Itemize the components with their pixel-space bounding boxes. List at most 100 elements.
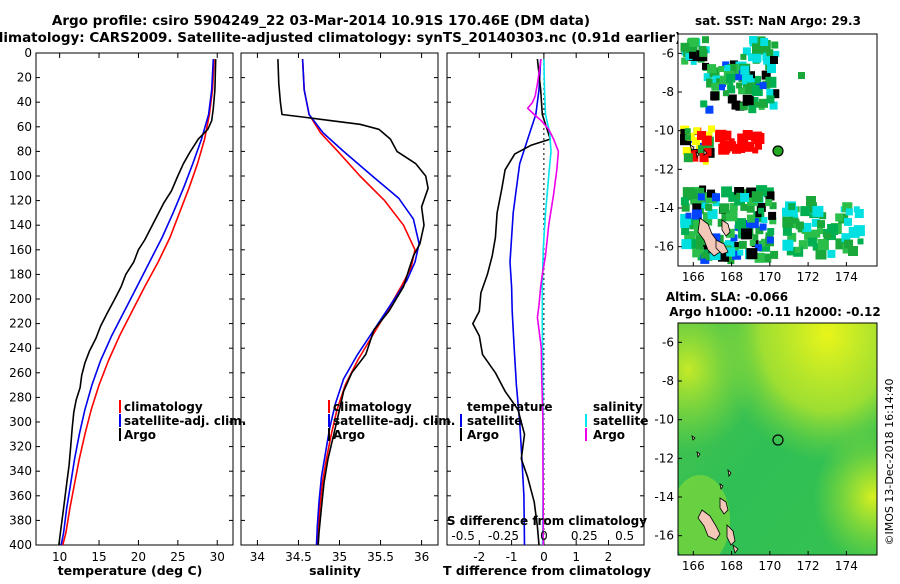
difference-legend: temperature satellite Argo salinity sate… xyxy=(460,400,648,442)
sla-map-title-line1: Altim. SLA: -0.066 xyxy=(666,290,788,304)
x2-tick-label: -0.5 xyxy=(451,529,474,543)
y-tick-label: 140 xyxy=(9,218,32,232)
series-line-climatology xyxy=(301,59,416,545)
legend-label-temp-satellite: satellite xyxy=(467,414,522,428)
difference-series xyxy=(472,58,560,545)
map-y-tick-label: -14 xyxy=(654,490,674,504)
series-line-temperature-satellite xyxy=(509,59,542,545)
y-tick-label: 0 xyxy=(24,46,32,60)
map-x-tick-label: 166 xyxy=(682,270,705,284)
map-x-tick-label: 174 xyxy=(835,559,858,573)
map-x-tick-label: 172 xyxy=(797,270,820,284)
legend-label-climatology: climatology xyxy=(124,400,203,414)
map-y-tick-label: -10 xyxy=(654,124,674,138)
series-line-satellite-adj-clim- xyxy=(60,59,215,545)
y-tick-label: 160 xyxy=(9,243,32,257)
map-y-tick-label: -16 xyxy=(654,240,674,254)
x-tick-label: 20 xyxy=(131,550,146,564)
sst-map-title: sat. SST: NaN Argo: 29.3 xyxy=(695,14,861,28)
legend-label-climatology: climatology xyxy=(333,400,412,414)
difference-xlabel: T difference from climatology xyxy=(443,563,651,578)
x-tick-label: 34 xyxy=(250,550,265,564)
series-line-climatology xyxy=(62,59,215,545)
series-line-argo xyxy=(277,59,429,545)
sst-map-ticks: 166 168 170 172 174 -6 -8 -10 -12 -14 -16 xyxy=(654,46,857,284)
sst-map-image xyxy=(678,34,877,266)
temperature-legend: climatology satellite-adj. clim. Argo xyxy=(119,400,246,442)
salinity-series xyxy=(277,59,429,545)
series-line-argo xyxy=(58,59,217,545)
y-tick-label: 340 xyxy=(9,464,32,478)
legend-label-sal-argo: Argo xyxy=(593,428,625,442)
map-y-tick-label: -12 xyxy=(654,162,674,176)
temperature-panel-frame xyxy=(35,52,234,546)
y-tick-label: 180 xyxy=(9,267,32,281)
y-tick-label: 360 xyxy=(9,489,32,503)
y-tick-label: 60 xyxy=(17,120,32,134)
y-tick-label: 300 xyxy=(9,415,32,429)
x-tick-label: 34.5 xyxy=(285,550,312,564)
y-tick-label: 220 xyxy=(9,317,32,331)
legend-label-satellite: satellite-adj. clim. xyxy=(124,414,246,428)
map-y-tick-label: -14 xyxy=(654,201,674,215)
map-y-tick-label: -6 xyxy=(662,335,674,349)
map-x-tick-label: 168 xyxy=(720,270,743,284)
series-line-temperature-argo xyxy=(472,59,552,545)
x-tick-label: 35 xyxy=(332,550,347,564)
sla-map-image xyxy=(678,323,877,555)
x-tick-label: 15 xyxy=(91,550,106,564)
s-difference-ticks: -0.5 -0.25 0 0.25 0.5 xyxy=(451,529,634,543)
y-tick-label: 200 xyxy=(9,292,32,306)
salinity-axes: 34 34.5 35 35.5 36 xyxy=(241,52,438,564)
x-tick-label: 10 xyxy=(52,550,67,564)
legend-heading-temperature: temperature xyxy=(467,400,552,414)
x2-tick-label: -0.25 xyxy=(488,529,519,543)
legend-label-temp-argo: Argo xyxy=(467,428,499,442)
y-tick-label: 240 xyxy=(9,341,32,355)
map-x-tick-label: 166 xyxy=(682,559,705,573)
map-x-tick-label: 170 xyxy=(758,559,781,573)
argo-location-ring xyxy=(772,434,784,446)
sla-map-title-line2: Argo h1000: -0.11 h2000: -0.12 xyxy=(669,305,880,319)
x-tick-label: 0 xyxy=(540,550,548,564)
map-y-tick-label: -8 xyxy=(662,374,674,388)
y-tick-label: 100 xyxy=(9,169,32,183)
x-tick-label: -2 xyxy=(473,550,485,564)
y-tick-label: 120 xyxy=(9,194,32,208)
map-x-tick-label: 170 xyxy=(758,270,781,284)
figure-title-line1: Argo profile: csiro 5904249_22 03-Mar-20… xyxy=(52,13,590,29)
sla-map-frame xyxy=(677,322,878,556)
x-tick-label: 36 xyxy=(414,550,429,564)
temperature-axes: 10 15 20 25 30020406080100120140160180200220… xyxy=(9,46,233,564)
salinity-xlabel: salinity xyxy=(309,563,361,578)
y-tick-label: 320 xyxy=(9,440,32,454)
y-tick-label: 260 xyxy=(9,366,32,380)
salinity-panel-frame xyxy=(240,52,439,546)
legend-label-sal-satellite: satellite xyxy=(593,414,648,428)
figure-title-line2: Climatology: CARS2009. Satellite-adjuste… xyxy=(0,30,681,46)
map-y-tick-label: -6 xyxy=(662,46,674,60)
map-x-tick-label: 172 xyxy=(797,559,820,573)
map-y-tick-label: -10 xyxy=(654,413,674,427)
y-tick-label: 400 xyxy=(9,538,32,552)
copyright-stamp: ©IMOS 13-Dec-2018 16:14:40 xyxy=(883,379,896,546)
series-line-salinity-argo xyxy=(526,58,560,545)
x-tick-label: 2 xyxy=(605,550,613,564)
map-y-tick-label: -8 xyxy=(662,85,674,99)
argo-location-marker xyxy=(772,145,784,157)
legend-label-argo: Argo xyxy=(124,428,156,442)
map-x-tick-label: 168 xyxy=(720,559,743,573)
y-tick-label: 40 xyxy=(17,95,32,109)
legend-label-argo: Argo xyxy=(333,428,365,442)
legend-label-satellite: satellite-adj. clim. xyxy=(333,414,455,428)
salinity-legend: climatology satellite-adj. clim. Argo xyxy=(328,400,455,442)
difference-x2label: S difference from climatology xyxy=(447,514,647,528)
sla-map-ticks: 166 168 170 172 174 -6 -8 -10 -12 -14 -16 xyxy=(654,335,857,573)
y-tick-label: 80 xyxy=(17,144,32,158)
sst-map-frame xyxy=(677,33,878,267)
map-y-tick-label: -12 xyxy=(654,451,674,465)
temperature-xlabel: temperature (deg C) xyxy=(58,563,203,578)
x-tick-label: 30 xyxy=(210,550,225,564)
